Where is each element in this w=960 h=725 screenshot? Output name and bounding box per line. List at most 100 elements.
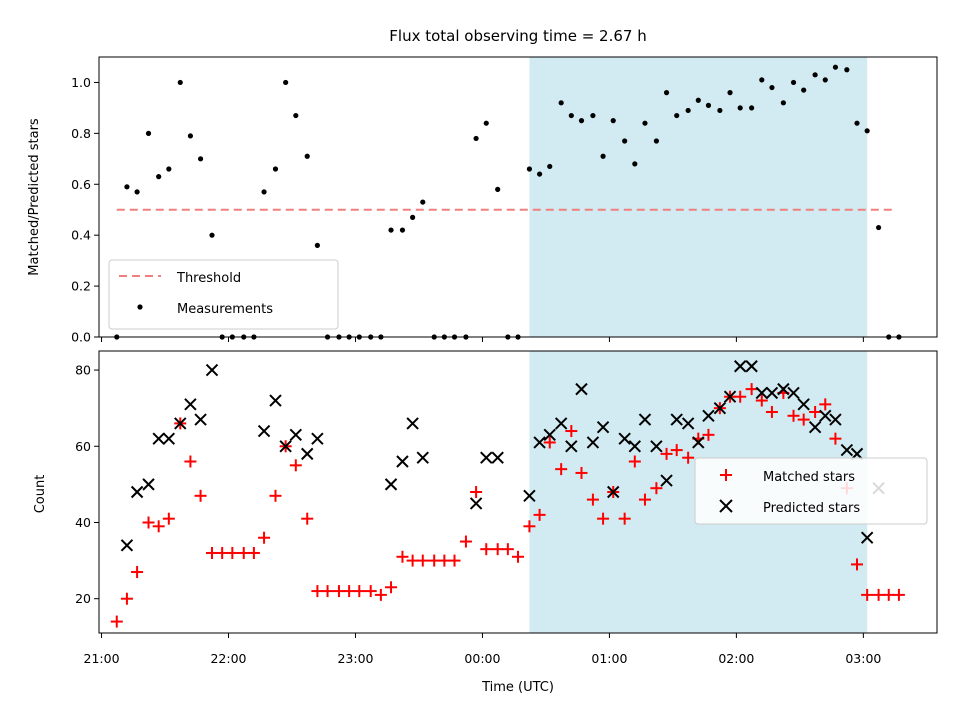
measurement-point [388, 227, 394, 233]
predicted-star-point [596, 421, 610, 434]
measurement-point [875, 224, 882, 231]
matched-star-point [470, 486, 483, 498]
count-legend: Matched stars Predicted stars [694, 457, 928, 525]
predicted-star-point [745, 360, 758, 373]
measurement-point [177, 79, 183, 86]
measurement-point [632, 161, 638, 167]
matched-star-point [438, 554, 451, 567]
legend-predicted-label: Predicted stars [763, 501, 860, 516]
predicted-star-point [607, 485, 620, 499]
measurement-point [854, 120, 860, 126]
matched-star-point [480, 543, 493, 556]
matched-star-point [226, 546, 239, 559]
predicted-star-point [406, 417, 419, 430]
predicted-star-point [142, 478, 155, 491]
predicted-star-point [269, 394, 282, 407]
matched-star-point [734, 390, 747, 403]
matched-star-point [374, 588, 387, 601]
predicted-star-point [670, 413, 683, 426]
predicted-star-point [713, 401, 727, 415]
predicted-star-point [733, 360, 747, 373]
count-plot-frame [98, 350, 938, 634]
ratio-y-tick-label: 1.0 [71, 75, 91, 90]
measurement-point [145, 130, 152, 136]
matched-star-point [872, 588, 885, 601]
ratio-y-tick-label: 0.2 [71, 279, 91, 294]
measurement-point [610, 118, 616, 124]
matched-star-point [597, 512, 610, 525]
matched-star-point [787, 409, 800, 422]
matched-star-point [216, 546, 229, 559]
matched-star-point [755, 394, 768, 407]
measurement-point [642, 120, 648, 126]
matched-star-point [586, 493, 599, 506]
ratio-y-tick-label: 0.6 [71, 177, 91, 192]
predicted-star-point [301, 447, 314, 461]
matched-star-point [861, 588, 874, 601]
matched-star-point [269, 489, 282, 502]
predicted-star-point [681, 417, 695, 430]
matched-star-point [618, 512, 631, 525]
predicted-star-point [130, 485, 144, 499]
measurement-point [483, 120, 489, 126]
count-x-tick-label: 21:00 [84, 651, 120, 666]
measurement-point [578, 118, 585, 124]
predicted-star-point [396, 455, 409, 468]
predicted-star-point [416, 451, 429, 464]
matched-star-point [523, 520, 536, 533]
measurement-point [283, 79, 289, 86]
predicted-star-point [638, 413, 652, 426]
ratio-y-axis-label: Matched/Predicted stars [27, 118, 42, 276]
matched-star-point [237, 546, 250, 559]
chart-title: Flux total observing time = 2.67 h [389, 27, 646, 45]
matched-star-point [396, 550, 409, 563]
measurement-point [536, 171, 543, 177]
matched-star-point [819, 398, 832, 411]
predicted-star-point [523, 489, 536, 503]
matched-star-point [448, 554, 461, 567]
matched-star-point [491, 543, 504, 556]
measurement-point [272, 166, 279, 172]
count-x-tick-label: 23:00 [337, 651, 373, 666]
predicted-star-point [194, 413, 207, 426]
predicted-star-point [755, 386, 768, 400]
matched-star-point [343, 585, 356, 598]
count-x-tick-label: 01:00 [591, 651, 627, 666]
measurement-point [166, 166, 172, 172]
measurement-point [410, 214, 416, 220]
matched-star-point [565, 425, 578, 438]
measurement-point [737, 105, 743, 111]
matched-star-point [406, 554, 419, 567]
predicted-star-point [184, 398, 197, 411]
predicted-star-point [205, 363, 219, 377]
measurement-point [187, 133, 194, 139]
matched-star-point [882, 588, 895, 601]
measurement-point [749, 105, 755, 111]
measurement-point [801, 87, 807, 93]
ratio-legend-box [108, 259, 339, 330]
predicted-star-point [829, 413, 842, 426]
measurement-point [674, 112, 680, 119]
measurement-point [209, 232, 215, 238]
predicted-star-point [618, 432, 631, 445]
predicted-star-point [777, 382, 790, 396]
observing-window-highlight [529, 57, 868, 337]
count-y-tick-label: 40 [75, 515, 91, 530]
measurement-point [727, 90, 733, 96]
predicted-star-point [628, 440, 642, 453]
predicted-star-point [279, 440, 292, 453]
count-y-tick-label: 20 [75, 591, 91, 606]
predicted-star-point [543, 428, 556, 442]
measurement-point [134, 189, 140, 195]
ratio-y-tick-label: 0.8 [71, 126, 91, 141]
matched-star-point [650, 482, 663, 495]
predicted-star-point [289, 428, 303, 442]
legend-measurements-label: Measurements [177, 302, 273, 317]
predicted-star-point [723, 390, 737, 403]
legend-threshold-label: Threshold [176, 271, 241, 286]
predicted-star-point [311, 432, 324, 445]
measurement-point [717, 107, 723, 114]
measurement-point [695, 97, 701, 103]
matched-star-point [152, 520, 165, 533]
legend-predicted-marker [719, 499, 733, 513]
